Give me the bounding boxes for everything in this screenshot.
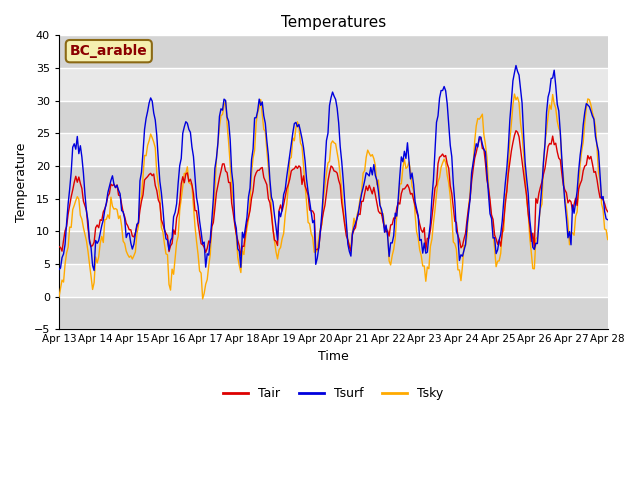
Tsky bbox=[220, 103, 228, 109]
Y-axis label: Temperature: Temperature bbox=[15, 143, 28, 222]
Bar bbox=[59, 297, 608, 329]
Tair bbox=[239, 243, 246, 249]
Tsurf bbox=[604, 217, 612, 223]
Tsky bbox=[604, 237, 612, 242]
Bar bbox=[59, 199, 608, 231]
Tsurf bbox=[577, 152, 584, 158]
Tsky bbox=[511, 91, 518, 97]
X-axis label: Time: Time bbox=[318, 350, 349, 363]
Tair bbox=[55, 244, 63, 250]
Tair bbox=[604, 209, 612, 215]
Tair bbox=[577, 181, 584, 187]
Tsky bbox=[296, 140, 304, 146]
Tair bbox=[248, 195, 255, 201]
Line: Tsky: Tsky bbox=[59, 94, 608, 299]
Tair bbox=[512, 128, 520, 133]
Tsky bbox=[577, 161, 584, 167]
Tsurf bbox=[55, 267, 63, 273]
Line: Tair: Tair bbox=[59, 131, 608, 255]
Bar bbox=[59, 68, 608, 101]
Tair bbox=[237, 252, 244, 258]
Tair bbox=[219, 161, 227, 167]
Tsurf bbox=[90, 268, 98, 274]
Tsky bbox=[122, 248, 130, 254]
Bar bbox=[59, 264, 608, 297]
Tsurf bbox=[512, 62, 520, 68]
Tsurf bbox=[239, 229, 246, 235]
Bar bbox=[59, 133, 608, 166]
Tsurf bbox=[124, 230, 132, 236]
Title: Temperatures: Temperatures bbox=[281, 15, 386, 30]
Tsky bbox=[248, 170, 255, 176]
Tsurf bbox=[296, 128, 304, 134]
Bar bbox=[59, 166, 608, 199]
Line: Tsurf: Tsurf bbox=[59, 65, 608, 271]
Bar bbox=[59, 101, 608, 133]
Text: BC_arable: BC_arable bbox=[70, 44, 148, 58]
Legend: Tair, Tsurf, Tsky: Tair, Tsurf, Tsky bbox=[218, 383, 449, 406]
Tsurf bbox=[220, 96, 228, 102]
Tsky bbox=[199, 296, 207, 302]
Bar bbox=[59, 231, 608, 264]
Tair bbox=[122, 220, 130, 226]
Tsky bbox=[239, 248, 246, 254]
Bar bbox=[59, 36, 608, 68]
Tsurf bbox=[248, 157, 255, 163]
Tair bbox=[296, 165, 304, 170]
Tsky bbox=[55, 294, 63, 300]
